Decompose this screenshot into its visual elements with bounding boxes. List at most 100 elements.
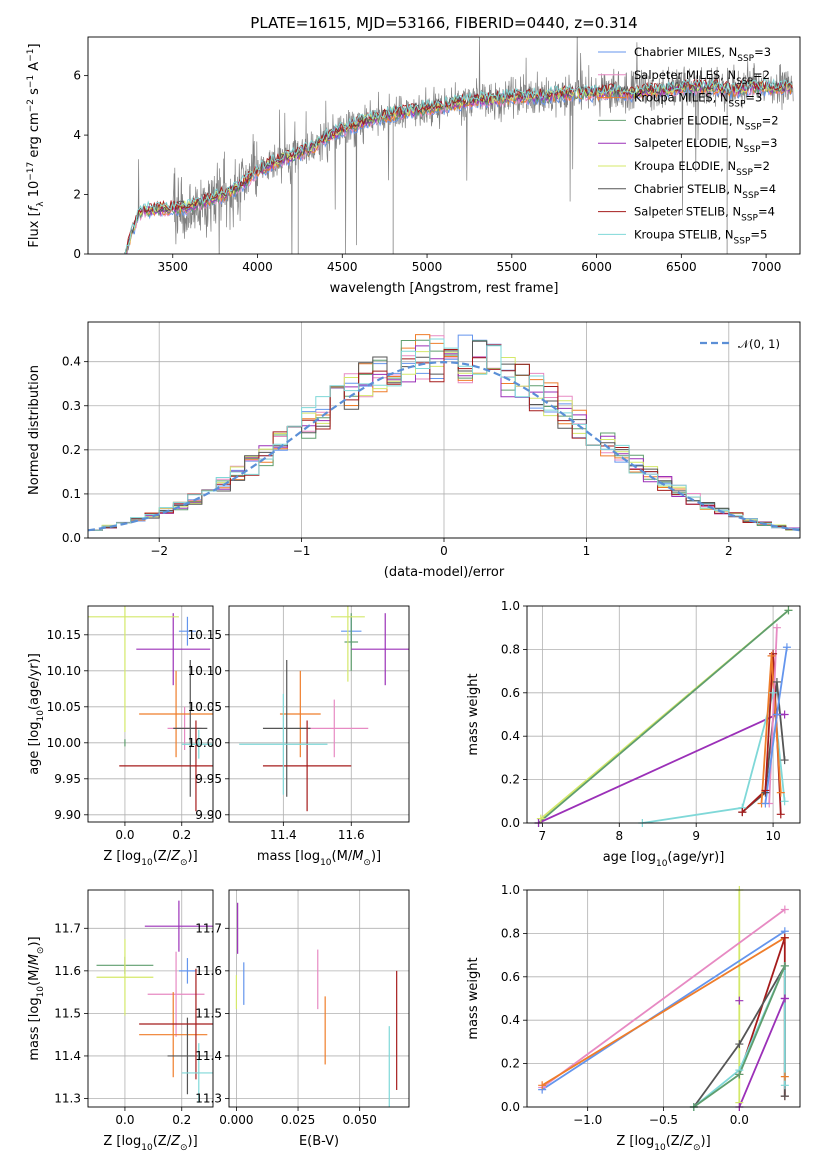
x-tick-label: 0.2 (172, 828, 191, 842)
x-tick-label: 7000 (751, 260, 782, 274)
x-tick-label: 8 (615, 829, 623, 843)
legend-label: Chabrier ELODIE, NSSP=2 (634, 113, 779, 132)
x-axis-label: Z [log10(Z/Z⊙)] (103, 849, 197, 868)
y-axis-label: age [log10(age/yr)] (27, 653, 46, 775)
x-tick-label: −1.0 (573, 1113, 602, 1127)
panel-spectrum: 3500 4000 4500 5000 5500 6000 6500 7000 0 2 4 6 PLAT… (26, 14, 801, 296)
label-part: Normed distribution (27, 365, 42, 495)
x-tick-label: 0.050 (343, 1113, 377, 1127)
label-part: (Z/ (153, 849, 172, 864)
label-part: =4 (758, 205, 775, 219)
y-tick-label: 11.3 (54, 1091, 81, 1105)
label-part: 10 (141, 858, 153, 868)
legend-label: Salpeter MILES, NSSP=2 (634, 68, 770, 87)
y-tick-label: 11.7 (195, 921, 222, 935)
y-tick-label: 2 (73, 188, 81, 202)
weight-marker (780, 710, 789, 719)
weight-marker (782, 643, 791, 652)
x-axis-label: Z [log10(Z/Z⊙)] (103, 1134, 197, 1153)
y-tick-label: 10.15 (188, 628, 222, 642)
y-tick-label: 0.1 (62, 487, 81, 501)
weight-marker (536, 814, 545, 823)
x-axis-label: E(B-V) (299, 1134, 339, 1149)
plot-area-mass-vs-Z (96, 900, 213, 1103)
label-part: Salpeter STELIB, N (634, 205, 741, 219)
weight-marker (772, 677, 781, 686)
label-part: (data-model)/error (384, 565, 505, 580)
label-part: Z (170, 849, 181, 864)
x-tick-label: 0.0 (115, 1113, 134, 1127)
x-tick-label: 0.2 (172, 1113, 191, 1127)
label-part: 10 (36, 710, 46, 722)
label-part: Z (683, 1134, 694, 1149)
weight-marker (767, 651, 776, 660)
label-part: =3 (761, 136, 778, 150)
label-part: =3 (745, 91, 762, 105)
weight-marker (538, 1081, 547, 1090)
label-part: SSP (744, 145, 761, 155)
x-tick-label: 4500 (327, 260, 358, 274)
label-part: (M/ (332, 849, 353, 864)
label-part: M (352, 849, 363, 864)
y-tick-label: 11.5 (195, 1006, 222, 1020)
y-tick-label: 0.0 (501, 816, 520, 830)
label-part: 10 (320, 858, 332, 868)
x-tick-label: 0.025 (281, 1113, 315, 1127)
weight-marker (735, 1070, 744, 1079)
label-part: =5 (750, 227, 767, 241)
label-part: log (121, 1134, 141, 1149)
y-tick-label: 0.4 (501, 729, 520, 743)
histogram-step (88, 338, 800, 531)
plot-area-age-vs-Z (88, 606, 213, 812)
label-part: Z [ (616, 1134, 634, 1149)
label-part: SSP (737, 54, 754, 64)
label-part: age [ (27, 741, 42, 774)
spectrum-model-line (124, 78, 793, 254)
y-axis-label: mass [log10(M/M⊙)] (27, 936, 46, 1060)
y-tick-label: 10.10 (188, 664, 222, 678)
label-part: −17 (26, 162, 36, 181)
x-tick-label: 0.0 (730, 1113, 749, 1127)
y-tick-label: 0.2 (501, 773, 520, 787)
weight-marker (769, 688, 778, 697)
spectrum-model-line (124, 77, 793, 254)
axes-frame (526, 889, 801, 1108)
label-part: )] (371, 849, 381, 864)
y-tick-label: 11.6 (54, 964, 81, 978)
panel-age-vs-mass: 11.4 11.6 9.90 9.95 10.00 10.05 10.10 10.15 mass… (188, 605, 410, 868)
label-part: mass weight (466, 673, 481, 755)
label-part: wavelength [Angstrom, rest frame] (330, 281, 559, 296)
weight-marker (735, 996, 744, 1005)
chart-title: PLATE=1615, MJD=53166, FIBERID=0440, z=0… (250, 14, 637, 32)
y-tick-label: 0.3 (62, 399, 81, 413)
label-part: log (121, 849, 141, 864)
label-part: 10 (654, 1143, 666, 1153)
y-tick-label: 9.90 (54, 808, 81, 822)
label-part: −1 (26, 49, 36, 62)
weight-line (537, 609, 790, 823)
panel-mass-vs-Z: 0.0 0.211.311.411.511.611.7Z [log10(Z/Z⊙)… (27, 889, 214, 1153)
axes-frame (228, 889, 410, 1108)
y-tick-label: 10.10 (47, 664, 81, 678)
label-part: Kroupa STELIB, N (634, 227, 734, 241)
weight-marker (780, 1081, 789, 1090)
x-tick-label: 5000 (412, 260, 443, 274)
weight-line (541, 930, 786, 1091)
legend-label: Salpeter STELIB, NSSP=4 (634, 205, 775, 224)
label-part: log (27, 722, 42, 742)
y-tick-label: 0 (73, 247, 81, 261)
label-part: Z (170, 1134, 181, 1149)
y-tick-label: 0.8 (501, 926, 520, 940)
label-part: log (634, 1134, 654, 1149)
label-part: log (27, 997, 42, 1017)
label-part: M (27, 954, 42, 965)
label-part: age [ (603, 850, 636, 865)
y-tick-label: 11.3 (195, 1091, 222, 1105)
legend-label: Kroupa ELODIE, NSSP=2 (634, 159, 770, 178)
axes-frame (87, 321, 801, 539)
label-part: mass [ (257, 849, 300, 864)
weight-marker (735, 1040, 744, 1049)
